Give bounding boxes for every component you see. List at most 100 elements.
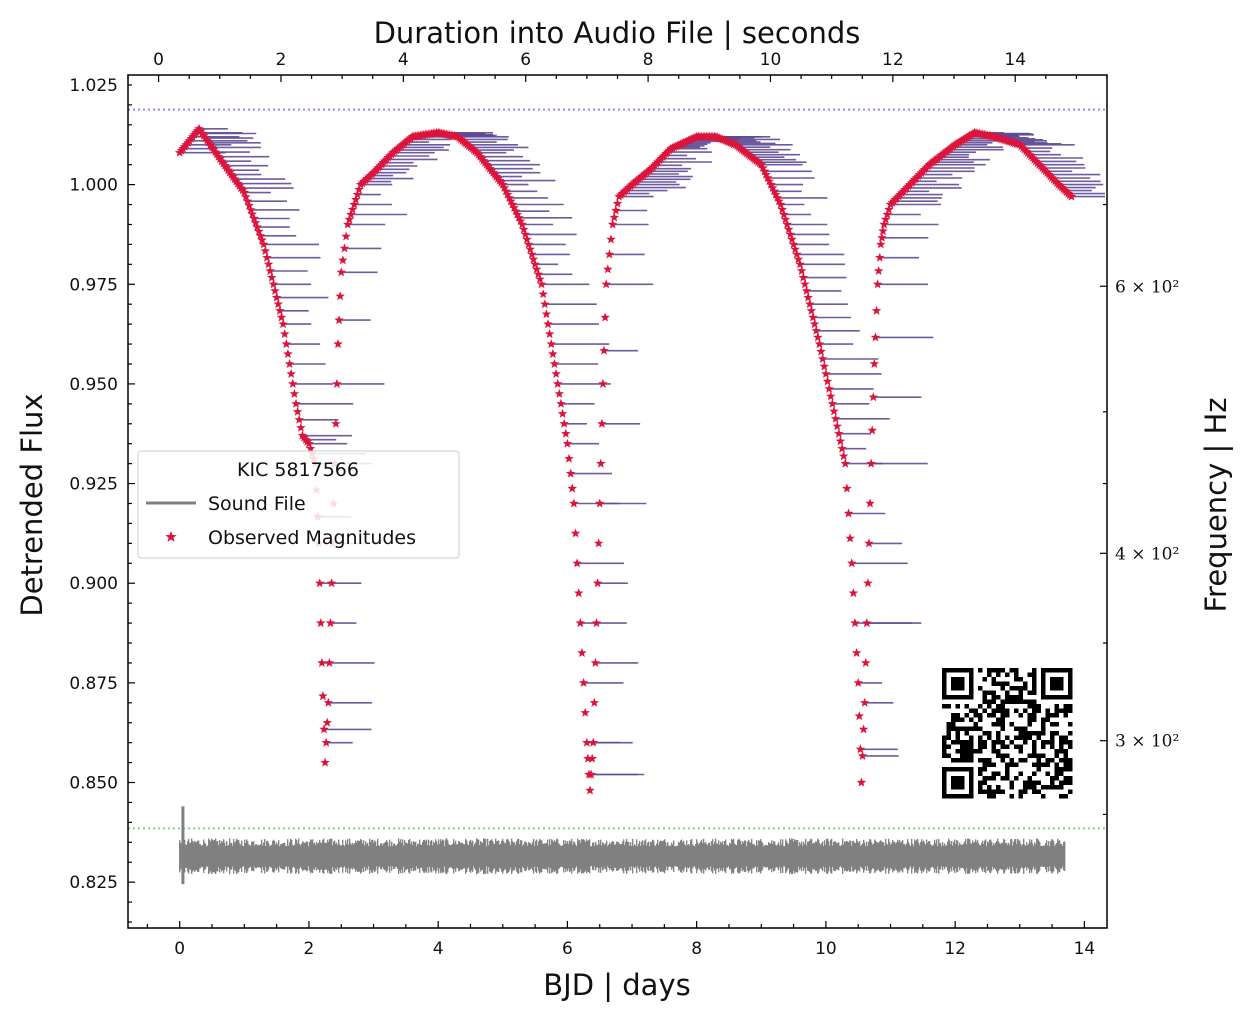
magnitude-point <box>509 202 519 212</box>
magnitude-point <box>574 588 584 598</box>
magnitude-point <box>212 149 222 159</box>
magnitude-point <box>746 152 757 162</box>
right-tick-label: 6 × 10² <box>1115 277 1179 297</box>
magnitude-point <box>1026 151 1036 161</box>
magnitude-point <box>759 166 770 176</box>
x-axis-title: BJD | days <box>543 968 690 1002</box>
magnitude-point <box>603 264 613 274</box>
x-tick-label: 0 <box>174 939 185 959</box>
magnitude-point <box>824 383 834 393</box>
magnitude-point <box>876 239 886 249</box>
qr-finder-core <box>1050 677 1064 691</box>
legend-star <box>165 531 177 542</box>
magnitude-point <box>829 406 839 416</box>
magnitude-point <box>612 198 623 208</box>
magnitude-point <box>258 239 269 249</box>
magnitude-point <box>604 249 615 259</box>
magnitude-point <box>884 204 894 214</box>
magnitude-point <box>225 167 235 177</box>
magnitude-point <box>808 312 818 322</box>
magnitude-point <box>767 182 778 192</box>
magnitude-point <box>462 139 472 149</box>
magnitude-point <box>480 157 490 167</box>
magnitude-point <box>867 425 877 435</box>
magnitude-point <box>472 147 482 157</box>
magnitude-point <box>819 361 829 371</box>
magnitude-point <box>486 165 497 175</box>
magnitude-point <box>816 346 826 356</box>
magnitude-point <box>1045 171 1056 181</box>
magnitude-point <box>879 219 889 229</box>
magnitude-point <box>871 305 882 315</box>
magnitude-point <box>296 422 306 432</box>
magnitude-point <box>863 578 873 588</box>
y-tick-label: 0.975 <box>69 275 118 295</box>
magnitude-point <box>473 149 484 159</box>
magnitude-point <box>777 204 787 214</box>
magnitude-point <box>540 299 550 309</box>
magnitude-point <box>1066 191 1077 201</box>
magnitude-point <box>601 279 611 289</box>
top-tick-label: 14 <box>1004 50 1026 70</box>
magnitude-point <box>822 376 833 386</box>
magnitude-point <box>862 618 872 628</box>
magnitude-point <box>575 618 586 628</box>
magnitude-point <box>323 697 334 707</box>
magnitude-point <box>784 224 794 234</box>
magnitude-point <box>780 214 791 224</box>
magnitude-point <box>515 216 526 226</box>
magnitude-point <box>336 267 346 277</box>
top-tick-label: 4 <box>398 50 409 70</box>
magnitude-point <box>273 299 283 309</box>
magnitude-point <box>483 161 493 171</box>
magnitude-point <box>454 133 464 143</box>
magnitude-point <box>1040 166 1051 176</box>
magnitude-point <box>216 156 227 166</box>
magnitude-point <box>1061 187 1072 197</box>
magnitude-point <box>334 315 344 325</box>
magnitude-point <box>1032 158 1043 168</box>
magnitude-point <box>826 391 836 401</box>
legend-star-marker <box>165 531 177 542</box>
magnitude-point <box>853 677 863 687</box>
magnitude-point <box>270 285 280 295</box>
x-tick-label: 2 <box>304 939 315 959</box>
magnitude-point <box>299 432 309 442</box>
magnitude-point <box>237 185 248 195</box>
magnitude-point <box>271 292 282 302</box>
magnitude-point <box>795 259 805 269</box>
magnitude-point <box>279 329 290 339</box>
magnitude-point <box>324 657 335 667</box>
top-tick-label: 2 <box>276 50 287 70</box>
magnitude-point <box>809 319 820 329</box>
magnitude-point <box>218 158 229 168</box>
y-tick-label: 0.825 <box>69 873 118 893</box>
magnitude-point <box>294 414 304 424</box>
y-tick-label: 0.875 <box>69 674 118 694</box>
magnitude-point <box>861 657 871 667</box>
magnitude-point <box>742 148 752 158</box>
magnitude-point <box>597 418 607 428</box>
magnitude-point <box>318 691 328 701</box>
magnitude-point <box>817 354 828 363</box>
magnitude-point <box>302 436 313 446</box>
magnitude-point <box>580 707 590 717</box>
magnitude-point <box>813 332 823 342</box>
magnitude-point <box>511 206 521 216</box>
magnitude-point <box>535 274 545 284</box>
magnitude-point <box>595 498 605 508</box>
magnitude-point <box>838 451 849 461</box>
top-axis-title: Duration into Audio File | seconds <box>374 16 861 50</box>
magnitude-point <box>322 717 332 727</box>
magnitude-point <box>205 140 216 150</box>
magnitude-point <box>491 171 502 181</box>
magnitude-point <box>600 312 610 322</box>
magnitude-point <box>459 137 469 147</box>
magnitude-point <box>848 588 859 598</box>
magnitude-point <box>792 249 802 259</box>
magnitude-point <box>346 209 356 219</box>
magnitude-point <box>332 378 342 388</box>
axis-ticks <box>127 75 1108 928</box>
magnitude-point <box>343 219 353 229</box>
